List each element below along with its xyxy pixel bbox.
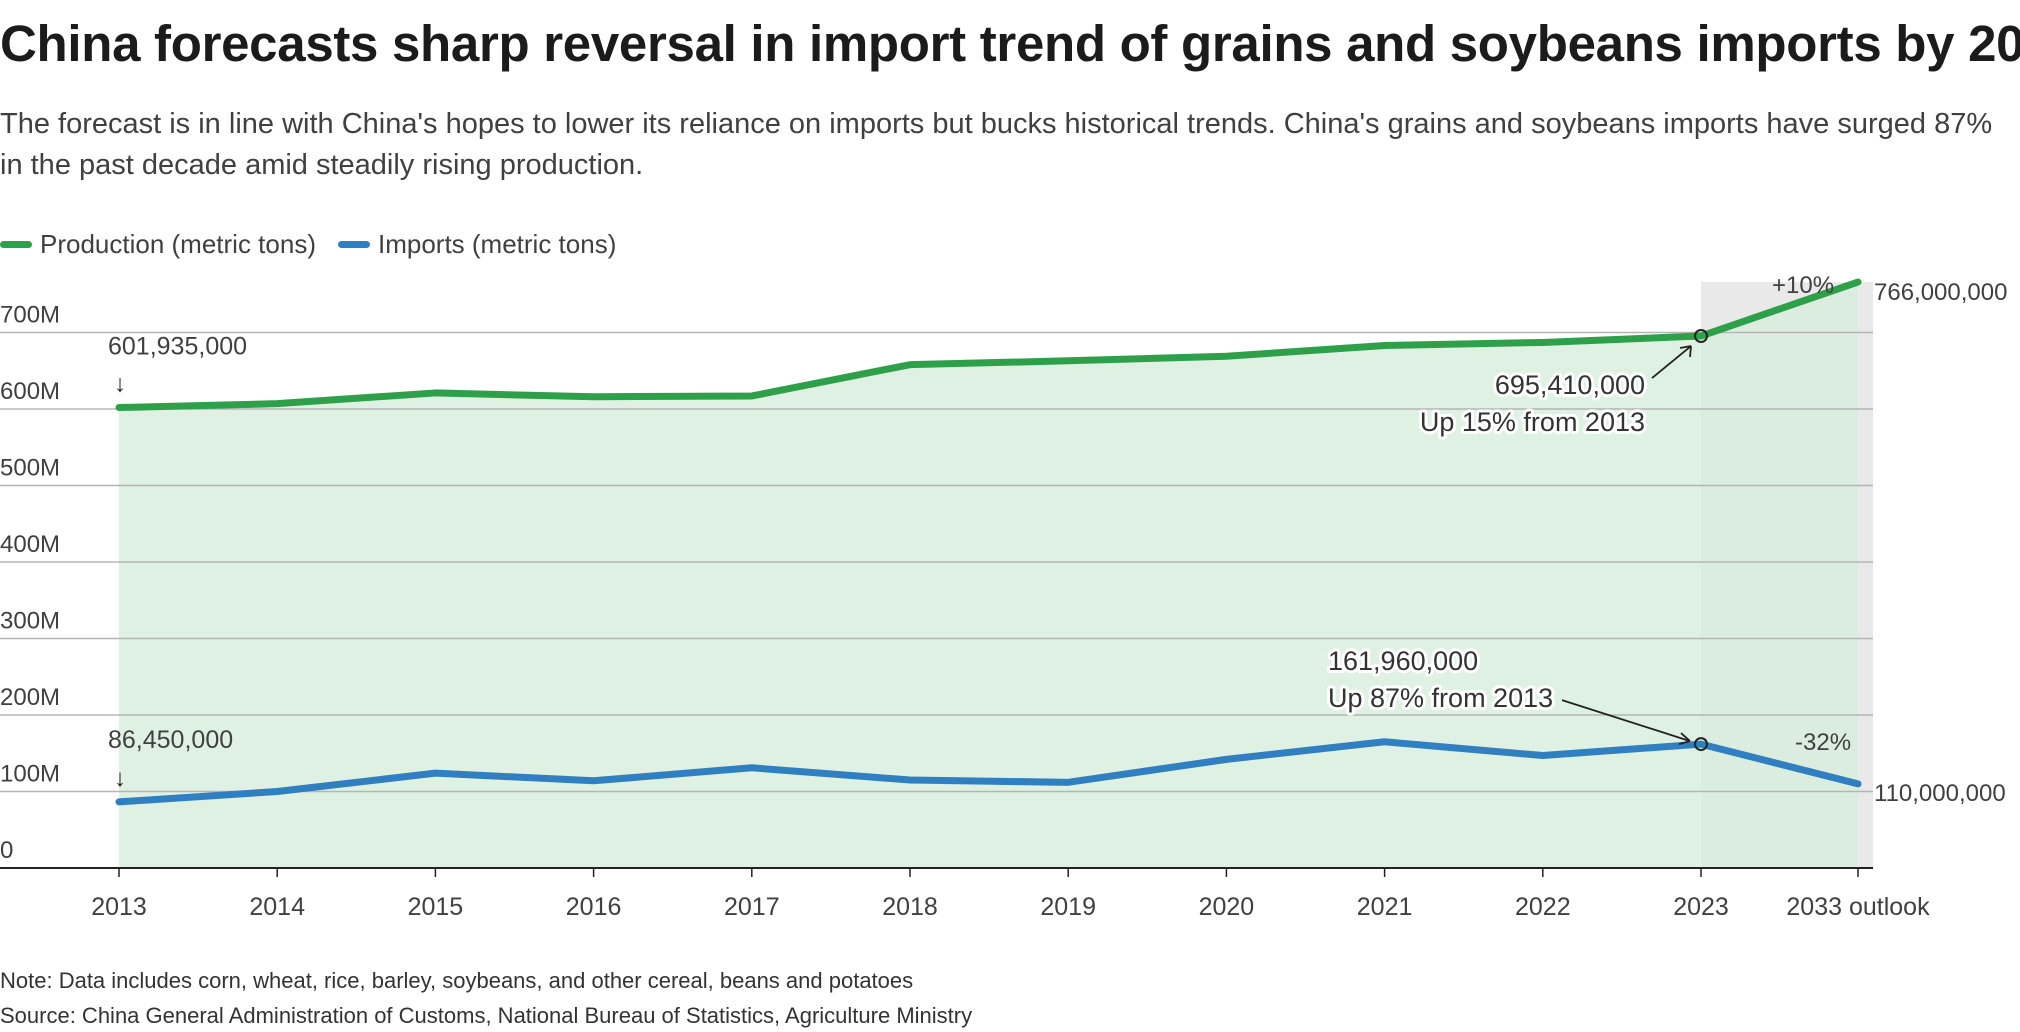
legend-label-imports: Imports (metric tons) [377,228,617,259]
production-point [1699,334,1703,339]
imports-point [1224,757,1229,762]
annotation-imports-start: 86,450,000 [108,726,233,754]
imports-line [115,738,1862,806]
imports-point [1540,753,1545,758]
annotation-imports-2023-value: 161,960,000 [1328,646,1478,676]
annotation-imports-2023-arrowhead [1678,732,1691,745]
x-tick-label: 2014 [249,893,305,921]
chart-plot: 0 100M 200M 300M 400M 500M 600M 700M 2013 2014 201… [0,272,2007,921]
x-tick-label: 2015 [408,893,464,921]
annotation-imports-start-arrow: ↓ [114,765,126,792]
legend-label-production: Production (metric tons) [40,228,316,259]
production-point [1224,354,1229,359]
x-tick-label: 2021 [1357,893,1413,921]
annotation-imports-forecast-change: -32% [1795,729,1851,756]
annotation-production-start: 601,935,000 [108,333,247,361]
annotation-production-2023-pointer [1651,345,1692,379]
imports-point [275,789,280,794]
production-point [1540,340,1545,345]
legend-swatch-imports [337,240,370,248]
annotation-production-2023-change: Up 15% from 2013 [1420,407,1645,437]
production-point [591,394,596,399]
production-point [117,405,121,410]
y-tick-label: 200M [0,684,60,711]
legend-swatch-production [0,240,32,248]
production-line [115,278,1862,412]
production-area [119,282,1858,868]
imports-point [591,778,596,783]
x-tick-label: 2018 [882,893,938,921]
imports-point [433,771,438,776]
x-tick-label: 2013 [91,893,147,921]
annotation-imports-end: 110,000,000 [1874,780,2006,807]
chart-note: Note: Data includes corn, wheat, rice, b… [0,968,914,993]
x-tick-label: 2033 outlook [1786,893,1930,921]
annotation-production-forecast-change: +10% [1772,272,1834,299]
legend-item-production: Production (metric tons) [0,229,316,260]
legend-item-imports: Imports (metric tons) [337,228,617,260]
annotation-production-start-arrow: ↓ [114,371,126,398]
production-point [1382,343,1387,348]
production-point [433,390,438,395]
imports-point [908,778,912,783]
x-tick-label: 2016 [566,893,622,921]
y-tick-label: 500M [0,455,60,482]
x-tick-label: 2019 [1040,893,1096,921]
production-point [1066,358,1071,363]
production-2023-marker [1694,329,1708,344]
chart-source: Source: China General Administration of … [0,1003,973,1028]
imports-point [1856,781,1860,786]
production-point [1856,280,1860,285]
y-tick-label: 300M [0,608,60,635]
production-point [275,401,280,406]
y-tick-label: 400M [0,531,60,558]
chart-subtitle: The forecast is in line with China's hop… [0,108,1993,181]
y-tick-label: 100M [0,761,60,788]
annotation-imports-2023-change: Up 87% from 2013 [1328,683,1553,713]
y-tick-label: 0 [0,837,13,864]
x-tick-label: 2022 [1515,893,1571,921]
imports-point [117,799,121,804]
annotation-production-2023-value: 695,410,000 [1495,370,1645,400]
annotation-production-end: 766,000,000 [1874,279,2007,306]
x-tick-label: 2023 [1673,893,1729,921]
imports-2023-marker [1694,737,1708,752]
imports-point [1699,742,1703,747]
chart-title: China forecasts sharp reversal in import… [0,15,2020,72]
annotation-imports-2023-pointer [1561,699,1691,742]
y-tick-label: 700M [0,302,60,329]
x-tick-label: 2020 [1199,893,1255,921]
imports-point [749,765,754,770]
x-tick-label: 2017 [724,893,780,921]
annotation-production-2023-arrowhead [1679,345,1692,358]
y-tick-label: 600M [0,378,60,405]
production-point [908,362,912,367]
legend: Production (metric tons) Imports (metric… [0,227,638,261]
imports-point [1066,780,1071,785]
imports-point [1382,739,1387,744]
production-point [749,393,754,398]
